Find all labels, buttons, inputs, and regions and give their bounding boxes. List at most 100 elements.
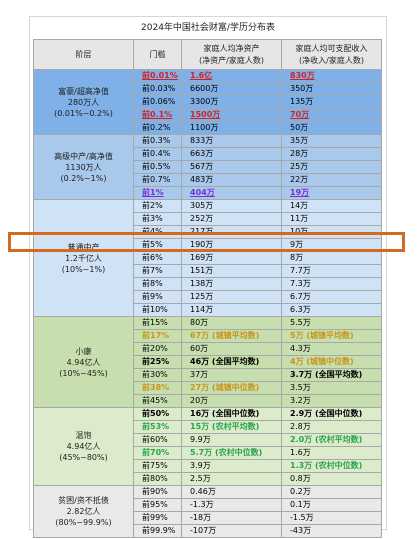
income-cell: 135万 (281, 95, 382, 109)
threshold-cell: 前0.3% (133, 134, 182, 148)
threshold-cell: 前53% (133, 420, 182, 434)
income-cell: 0.2万 (281, 485, 382, 499)
tier-label: 富豪/超高净值 280万人 (0.01%~0.2%) (33, 69, 134, 135)
table-row: 小康 4.94亿人 (10%~45%) 前15% 80万 5.5万 (33, 316, 382, 408)
assets-cell: 404万 (181, 186, 282, 200)
assets-cell: 151万 (181, 264, 282, 278)
income-cell: 5万 (城镇平均数) (281, 329, 382, 343)
income-cell: 3.2万 (281, 394, 382, 408)
header-assets: 家庭人均净资产 (净资产/家庭人数) (181, 39, 282, 70)
header-income: 家庭人均可支配收入 (净收入/家庭人数) (281, 39, 382, 70)
assets-cell: 663万 (181, 147, 282, 161)
income-cell: 4.3万 (281, 342, 382, 356)
threshold-cell: 前99% (133, 511, 182, 525)
threshold-cell: 前90% (133, 485, 182, 499)
assets-cell: -1.3万 (181, 498, 282, 512)
threshold-cell: 前0.2% (133, 121, 182, 135)
income-cell: -1.5万 (281, 511, 382, 525)
assets-cell: 125万 (181, 290, 282, 304)
threshold-cell: 前0.1% (133, 108, 182, 122)
assets-cell: 2.5万 (181, 472, 282, 486)
assets-cell: 5.7万 (农村中位数) (181, 446, 282, 460)
income-cell: 6.3万 (281, 303, 382, 317)
wealth-table: 阶层 门槛 家庭人均净资产 (净资产/家庭人数) 家庭人均可支配收入 (净收入/… (33, 39, 382, 538)
threshold-cell: 前70% (133, 446, 182, 460)
assets-cell: 1.6亿 (181, 69, 282, 83)
assets-cell: 114万 (181, 303, 282, 317)
assets-cell: 1100万 (181, 121, 282, 135)
threshold-cell: 前4% (133, 225, 182, 239)
assets-cell: 16万 (全国中位数) (181, 407, 282, 421)
tier-label: 小康 4.94亿人 (10%~45%) (33, 316, 134, 408)
income-cell: 2.0万 (农村平均数) (281, 433, 382, 447)
tier-label: 高级中产/高净值 1130万人 (0.2%~1%) (33, 134, 134, 200)
income-cell: 25万 (281, 160, 382, 174)
assets-cell: -18万 (181, 511, 282, 525)
threshold-cell: 前2% (133, 199, 182, 213)
assets-cell: 1500万 (181, 108, 282, 122)
threshold-cell: 前38% (133, 381, 182, 395)
assets-cell: 190万 (181, 238, 282, 252)
income-cell: 8万 (281, 251, 382, 265)
tier-label: 普通中产 1.2千亿人 (10%~1%) (33, 199, 134, 317)
assets-cell: 252万 (181, 212, 282, 226)
income-cell: 1.3万 (农村中位数) (281, 459, 382, 473)
threshold-cell: 前30% (133, 368, 182, 382)
threshold-cell: 前6% (133, 251, 182, 265)
assets-cell: 20万 (181, 394, 282, 408)
assets-cell: 3300万 (181, 95, 282, 109)
assets-cell: 138万 (181, 277, 282, 291)
income-cell: 7.7万 (281, 264, 382, 278)
income-cell: 2.8万 (281, 420, 382, 434)
threshold-cell: 前0.03% (133, 82, 182, 96)
assets-cell: 37万 (181, 368, 282, 382)
assets-cell: 833万 (181, 134, 282, 148)
threshold-cell: 前80% (133, 472, 182, 486)
threshold-cell: 前15% (133, 316, 182, 330)
income-cell: 28万 (281, 147, 382, 161)
income-cell: 22万 (281, 173, 382, 187)
income-cell: 10万 (281, 225, 382, 239)
table-title: 2024年中国社会财富/学历分布表 (141, 23, 275, 33)
threshold-cell: 前99.9% (133, 524, 182, 538)
income-cell: 19万 (281, 186, 382, 200)
threshold-cell: 前25% (133, 355, 182, 369)
assets-cell: 483万 (181, 173, 282, 187)
wealth-distribution-sheet: 2024年中国社会财富/学历分布表 阶层 门槛 家庭人均净资产 (净资产/家庭人… (29, 16, 387, 538)
threshold-cell: 前0.5% (133, 160, 182, 174)
table-row: 高级中产/高净值 1130万人 (0.2%~1%) 前0.3% 833万 35万 (33, 134, 382, 200)
threshold-cell: 前5% (133, 238, 182, 252)
income-cell: 11万 (281, 212, 382, 226)
tier-label: 温饱 4.94亿人 (45%~80%) (33, 407, 134, 486)
assets-cell: 0.46万 (181, 485, 282, 499)
threshold-cell: 前7% (133, 264, 182, 278)
threshold-cell: 前0.01% (133, 69, 182, 83)
income-cell: 2.9万 (全国中位数) (281, 407, 382, 421)
assets-cell: 27万 (城镇中位数) (181, 381, 282, 395)
income-cell: 0.8万 (281, 472, 382, 486)
threshold-cell: 前10% (133, 303, 182, 317)
header-tier: 阶层 (33, 39, 134, 70)
threshold-cell: 前95% (133, 498, 182, 512)
income-cell: 50万 (281, 121, 382, 135)
table-row: 温饱 4.94亿人 (45%~80%) 前50% 16万 (全国中位数) 2.9万 (… (33, 407, 382, 486)
tier-label: 贫困/资不抵债 2.82亿人 (80%~99.9%) (33, 485, 134, 538)
income-cell: 7.3万 (281, 277, 382, 291)
threshold-cell: 前60% (133, 433, 182, 447)
income-cell: 9万 (281, 238, 382, 252)
threshold-cell: 前50% (133, 407, 182, 421)
threshold-cell: 前9% (133, 290, 182, 304)
header-row: 阶层 门槛 家庭人均净资产 (净资产/家庭人数) 家庭人均可支配收入 (净收入/… (33, 39, 382, 70)
assets-cell: 67万 (城镇平均数) (181, 329, 282, 343)
income-cell: 350万 (281, 82, 382, 96)
assets-cell: 80万 (181, 316, 282, 330)
threshold-cell: 前8% (133, 277, 182, 291)
income-cell: 830万 (281, 69, 382, 83)
income-cell: 1.6万 (281, 446, 382, 460)
income-cell: 0.1万 (281, 498, 382, 512)
threshold-cell: 前3% (133, 212, 182, 226)
table-row: 普通中产 1.2千亿人 (10%~1%) 前2% 305万 14万 (33, 199, 382, 317)
assets-cell: 169万 (181, 251, 282, 265)
threshold-cell: 前17% (133, 329, 182, 343)
income-cell: 6.7万 (281, 290, 382, 304)
